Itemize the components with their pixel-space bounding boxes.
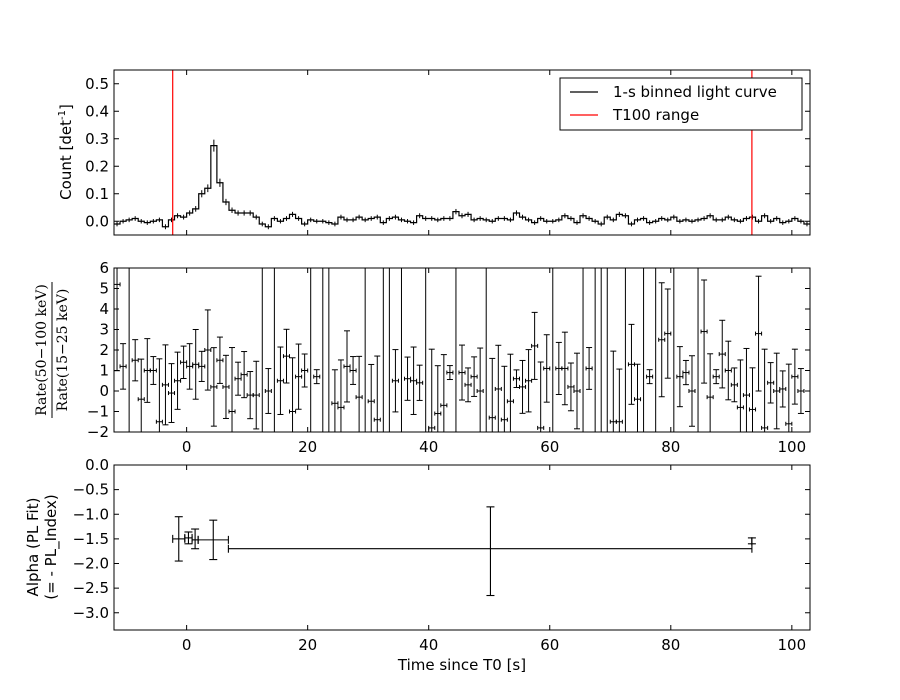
hardness-ratio-axes-frame <box>113 267 811 433</box>
alpha-panel: 0 20 40 60 80 1000.0−0.5−1.0−1.5−2.0−2.5−3.0 … <box>24 456 811 674</box>
alpha-axes-frame <box>113 464 811 631</box>
y-tick-label: −1 <box>87 403 109 421</box>
y-tick-label: 0.0 <box>85 212 109 230</box>
y-tick-label: 4 <box>99 300 109 318</box>
y-tick-label: 0 <box>99 382 109 400</box>
y-tick-label: 2 <box>99 341 109 359</box>
y-tick-label: 6 <box>99 259 109 277</box>
ylabel-numerator: Rate(50−100 keV) <box>34 284 50 416</box>
y-tick-label: 0.0 <box>85 456 109 474</box>
light-curve-ylabel: Count [det-1] <box>57 104 75 200</box>
y-tick-label: 0.4 <box>85 102 109 120</box>
y-tick-label: 3 <box>99 321 109 339</box>
alpha-ticks: 0 20 40 60 80 100 0.0 −0.5 −1.0 −1.5 −2.0 −2.5 −3.0 <box>73 456 810 654</box>
hardness-ratio-ticks: 0 20 40 60 80 100 −2 −1 0 1 2 3 4 5 6 <box>87 259 810 456</box>
y-tick-label: −0.5 <box>73 481 109 499</box>
legend-label-t100: T100 range <box>612 106 699 124</box>
y-tick-label: 0.3 <box>85 130 109 148</box>
hardness-ratio-data <box>114 268 805 432</box>
alpha-ylabel: Alpha (PL Fit) (= - PL_Index) <box>24 494 61 599</box>
light-curve-line <box>114 145 810 228</box>
x-tick-label: 0 <box>182 438 192 456</box>
y-tick-label: −2.5 <box>73 579 109 597</box>
alpha-data <box>172 506 756 597</box>
x-tick-label: 60 <box>540 438 559 456</box>
legend-box <box>559 77 803 131</box>
light-curve-axes-frame <box>113 69 811 236</box>
alpha-ylabel-line2: (= - PL_Index) <box>42 494 61 599</box>
x-tick-label: 80 <box>661 636 680 654</box>
light-curve-ticks: 0.0 0.1 0.2 0.3 0.4 0.5 <box>85 70 810 235</box>
x-tick-label: 20 <box>298 636 317 654</box>
light-curve-data <box>114 70 810 235</box>
x-tick-label: 40 <box>419 636 438 654</box>
y-tick-label: 5 <box>99 280 109 298</box>
legend-label-light-curve: 1-s binned light curve <box>613 83 777 101</box>
y-tick-label: −2.0 <box>73 555 109 573</box>
x-tick-label: 0 <box>182 636 192 654</box>
light-curve-panel: 0.0 0.1 0.2 0.3 0.4 0.5 Count [det-1] 1-s bin… <box>57 69 811 236</box>
legend: 1-s binned light curve T100 range <box>559 77 803 131</box>
hardness-ratio-ylabel: Rate(50−100 keV) Rate(15−25 keV) <box>34 282 71 418</box>
y-tick-label: −3.0 <box>73 604 109 622</box>
y-tick-label: −1.5 <box>73 530 109 548</box>
y-tick-label: 1 <box>99 362 109 380</box>
y-tick-label: −2 <box>87 423 109 441</box>
y-tick-label: 0.1 <box>85 185 109 203</box>
ylabel-denominator: Rate(15−25 keV) <box>55 289 71 412</box>
alpha-ylabel-line1: Alpha (PL Fit) <box>24 498 42 597</box>
y-tick-label: −1.0 <box>73 505 109 523</box>
hardness-ratio-panel: 0 20 40 60 80 100 −2 −1 0 1 2 3 4 5 6 Rate(50−100 keV)… <box>34 259 811 456</box>
x-tick-label: 80 <box>661 438 680 456</box>
x-tick-label: 100 <box>778 438 807 456</box>
x-tick-label: 40 <box>419 438 438 456</box>
x-tick-label: 60 <box>540 636 559 654</box>
x-tick-label: 20 <box>298 438 317 456</box>
x-axis-label: Time since T0 [s] <box>397 656 526 674</box>
y-tick-label: 0.2 <box>85 157 109 175</box>
y-tick-label: 0.5 <box>85 75 109 93</box>
x-tick-label: 100 <box>778 636 807 654</box>
